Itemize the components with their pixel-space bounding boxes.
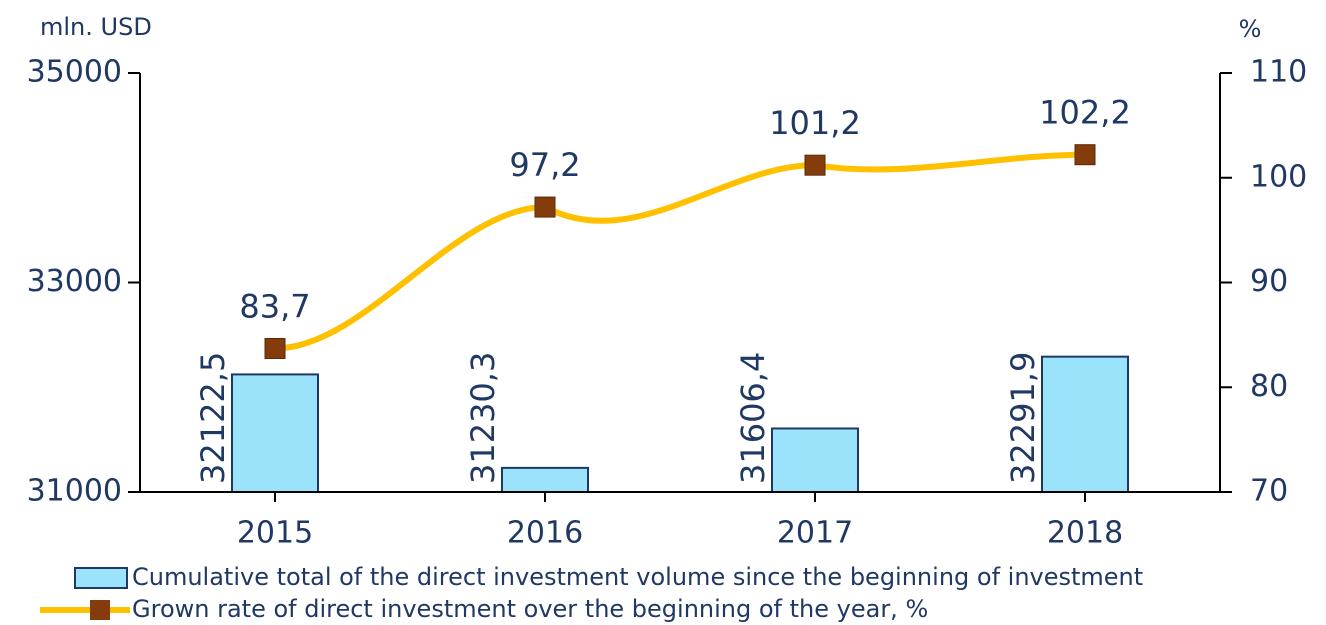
bar xyxy=(231,373,319,493)
x-tick-label: 2015 xyxy=(237,516,313,551)
y-tick-label: 33000 xyxy=(27,264,122,299)
bar xyxy=(1041,355,1129,493)
x-tick-label: 2017 xyxy=(777,516,853,551)
legend-label: Grown rate of direct investment over the… xyxy=(132,595,928,623)
marker xyxy=(534,196,556,218)
x-tick-label: 2018 xyxy=(1047,516,1123,551)
line-value-label: 102,2 xyxy=(1039,94,1131,132)
bar-value-label: 31230,3 xyxy=(464,352,502,484)
y2-tick-label: 110 xyxy=(1250,55,1307,90)
marker xyxy=(264,337,286,359)
legend-marker xyxy=(90,600,110,620)
line-value-label: 101,2 xyxy=(769,104,861,142)
y2-tick-label: 80 xyxy=(1250,369,1288,404)
y-axis-label: mln. USD xyxy=(40,13,152,41)
legend-label: Cumulative total of the direct investmen… xyxy=(132,563,1143,591)
y2-tick-label: 100 xyxy=(1250,159,1307,194)
y-tick-label: 35000 xyxy=(27,55,122,90)
marker xyxy=(1074,144,1096,166)
line-value-label: 97,2 xyxy=(509,146,580,184)
bar xyxy=(771,427,859,494)
y2-axis-label: % xyxy=(1239,15,1262,43)
x-tick-label: 2016 xyxy=(507,516,583,551)
bar xyxy=(501,466,589,493)
line xyxy=(274,151,1086,352)
bar-value-label: 32122,5 xyxy=(194,352,232,484)
bar-value-label: 31606,4 xyxy=(734,352,772,484)
line-value-label: 83,7 xyxy=(239,287,310,325)
y2-tick-label: 70 xyxy=(1250,474,1288,509)
y-tick-label: 31000 xyxy=(27,474,122,509)
bar-value-label: 32291,9 xyxy=(1004,352,1042,484)
marker xyxy=(804,154,826,176)
y2-tick-label: 90 xyxy=(1250,264,1288,299)
legend-swatch xyxy=(74,567,128,589)
